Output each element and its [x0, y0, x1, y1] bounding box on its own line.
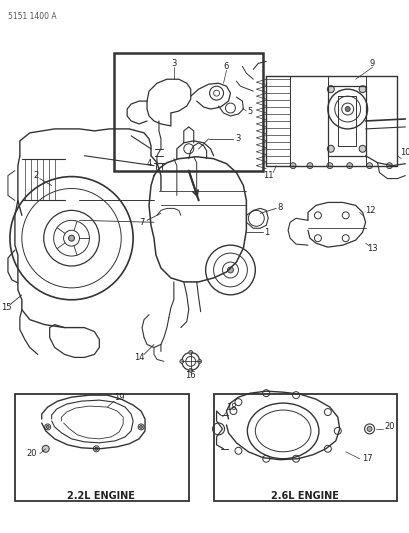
Text: 11: 11 [262, 171, 273, 180]
Text: 20: 20 [383, 423, 394, 431]
Bar [213, 394, 396, 502]
Circle shape [386, 163, 391, 168]
Text: 4: 4 [146, 159, 151, 168]
Circle shape [346, 163, 352, 168]
Circle shape [188, 350, 192, 354]
Bar [114, 53, 263, 171]
Text: 12: 12 [365, 206, 375, 215]
Text: 15: 15 [1, 303, 11, 312]
Text: 5: 5 [247, 107, 252, 116]
Text: 5151 1400 A: 5151 1400 A [8, 12, 56, 21]
Circle shape [366, 163, 372, 168]
Text: 19: 19 [114, 393, 124, 402]
Text: 3: 3 [235, 134, 240, 143]
Text: 17: 17 [362, 454, 372, 463]
Text: 7: 7 [139, 218, 144, 227]
Circle shape [46, 425, 49, 429]
Circle shape [344, 107, 349, 111]
Circle shape [180, 359, 183, 364]
Circle shape [68, 235, 74, 241]
Text: 14: 14 [133, 353, 144, 362]
Circle shape [188, 368, 192, 373]
Circle shape [42, 445, 49, 453]
Circle shape [139, 425, 142, 429]
Circle shape [290, 163, 295, 168]
Text: 1: 1 [263, 228, 268, 237]
Text: 2: 2 [33, 171, 38, 180]
Circle shape [306, 163, 312, 168]
Bar [15, 394, 188, 502]
Circle shape [358, 146, 365, 152]
Text: 20: 20 [27, 449, 37, 458]
Circle shape [366, 426, 371, 431]
Circle shape [227, 267, 233, 273]
Text: 10: 10 [399, 148, 409, 157]
Circle shape [326, 86, 333, 93]
Circle shape [197, 359, 201, 364]
Text: 6: 6 [223, 62, 229, 71]
Text: 8: 8 [277, 203, 282, 212]
Text: 18: 18 [226, 402, 236, 411]
Circle shape [326, 146, 333, 152]
Circle shape [358, 86, 365, 93]
Circle shape [326, 163, 332, 168]
Text: 13: 13 [366, 244, 377, 253]
Text: 2.6L ENGINE: 2.6L ENGINE [270, 491, 338, 502]
Text: 9: 9 [369, 59, 374, 68]
Text: 16: 16 [185, 371, 196, 380]
Circle shape [94, 447, 98, 450]
Text: 3: 3 [171, 59, 176, 68]
Text: 2.2L ENGINE: 2.2L ENGINE [67, 491, 135, 502]
